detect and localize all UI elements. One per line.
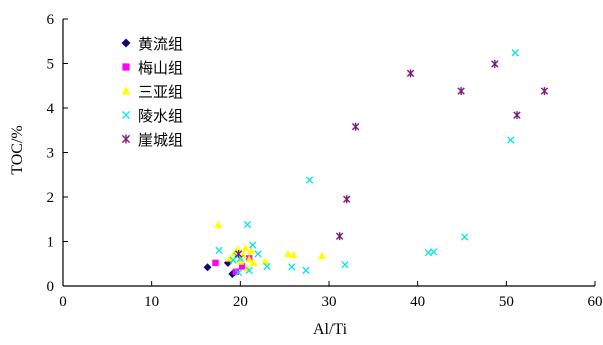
data-point [249,258,258,267]
legend-marker [121,110,131,120]
x-tick-label: 0 [59,294,67,310]
data-point [254,250,262,258]
data-point [284,249,293,258]
data-point [243,220,252,229]
data-point [513,111,521,120]
legend-label: 梅山组 [138,59,183,77]
y-tick-label: 6 [47,12,55,28]
data-point [341,260,349,269]
data-point [540,87,549,96]
data-point [317,251,326,259]
data-point [507,136,515,144]
x-tick-label: 60 [588,294,603,310]
x-tick-label: 30 [322,294,337,310]
x-tick-label: 50 [499,294,514,310]
y-tick-label: 1 [47,235,55,251]
data-point [234,249,243,258]
series-4 [215,49,519,277]
data-points [203,49,549,278]
data-point [234,268,243,277]
data-point [461,233,469,241]
data-point [491,59,499,68]
data-point [289,250,298,259]
data-point [245,266,253,275]
legend-label: 三亚组 [138,83,183,101]
data-point [429,248,438,256]
data-point [261,257,270,265]
data-point [288,263,296,271]
x-tick-label: 10 [144,294,159,310]
data-point [457,87,465,96]
series-5 [234,59,549,258]
y-tick-label: 3 [47,146,55,162]
data-point [232,268,240,275]
x-axis-label: Al/Ti [313,321,348,338]
y-tick-label: 4 [47,101,55,117]
data-point [351,122,360,131]
x-tick-label: 20 [233,294,248,310]
y-tick-label: 0 [47,279,55,295]
data-point [236,257,245,265]
data-point [241,244,250,252]
data-point [511,49,519,57]
data-point [249,241,257,249]
legend-label: 陵水组 [138,107,183,125]
legend-label: 崖城组 [138,131,183,149]
data-point [335,232,344,241]
legend-label: 黄流组 [138,35,183,53]
data-point [203,263,212,272]
legend-marker [121,38,131,48]
legend-marker [122,63,130,71]
y-tick-label: 2 [47,190,55,206]
data-point [225,254,234,262]
data-point [343,195,351,204]
x-tick-label: 40 [410,294,425,310]
y-axis-label: TOC/% [9,125,26,174]
data-point [212,259,219,267]
data-point [245,255,254,263]
data-point [214,221,223,229]
y-tick-label: 5 [47,57,55,73]
data-point [406,69,415,78]
ticks: 0 10 20 30 40 50 60 0 1 2 3 4 5 6 [47,12,603,310]
data-point [215,246,223,255]
data-point [302,266,310,275]
legend-marker [121,86,131,95]
data-point [238,263,246,270]
data-point [305,176,314,184]
data-point [246,247,255,255]
data-point [263,262,271,271]
legend-marker [121,134,131,144]
